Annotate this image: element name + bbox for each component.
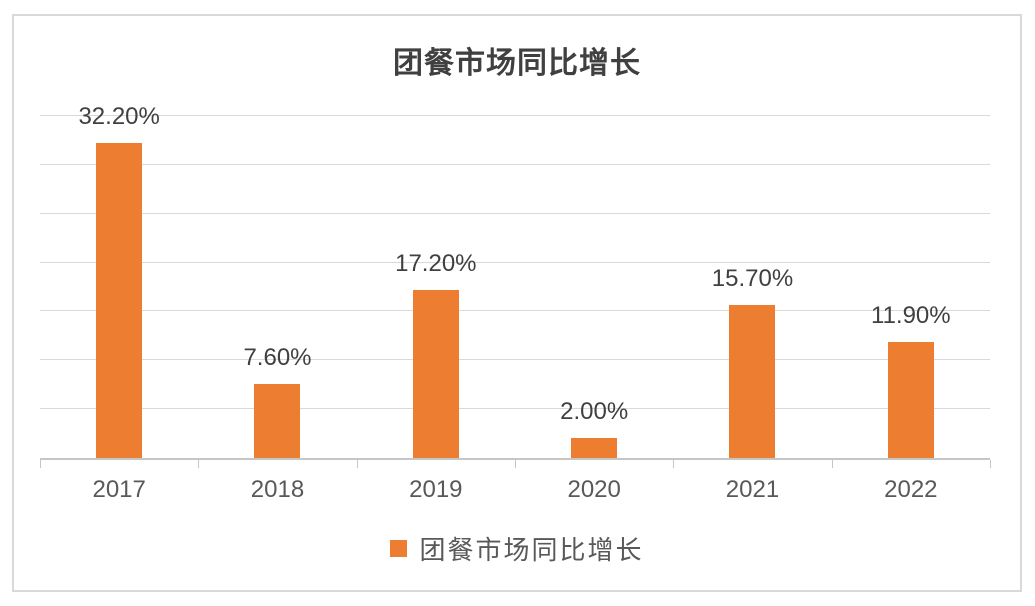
plot-area: 32.20% 7.60% 17.20% 2.00% 15.70% 11.90% (40, 103, 990, 458)
axis-tick-0 (40, 460, 41, 468)
value-label-2018: 7.60% (243, 343, 312, 371)
value-label-2017: 32.20% (78, 103, 160, 131)
chart-title: 团餐市场同比增长 (393, 47, 641, 80)
axis-tick-2 (356, 460, 358, 468)
gridline-25 (40, 212, 990, 214)
bar-2022 (887, 341, 934, 458)
bar-2019 (412, 289, 459, 458)
legend-label: 团餐市场同比增长 (419, 535, 644, 565)
bar-2021 (729, 304, 776, 458)
axis-tick-4 (673, 460, 675, 468)
bar-slot-2021: 15.70% (673, 116, 831, 458)
x-axis-label-2017: 2017 (92, 476, 146, 503)
gridline-20 (40, 261, 990, 263)
x-axis-label-2021: 2021 (725, 476, 780, 503)
bar-2018 (254, 383, 301, 458)
bar-2020 (571, 438, 618, 458)
value-label-2021: 15.70% (711, 264, 794, 292)
x-axis-label-2022: 2022 (884, 476, 938, 503)
bar-slot-2022: 11.90% (832, 116, 990, 458)
gridline-5 (40, 408, 990, 410)
legend: 团餐市场同比增长 (14, 530, 1020, 567)
x-axis-label-2019: 2019 (409, 476, 463, 503)
gridline-15 (40, 310, 990, 312)
value-label-2019: 17.20% (395, 249, 477, 277)
bar-slot-2020: 2.00% (515, 116, 673, 458)
value-label-2020: 2.00% (560, 398, 629, 426)
x-axis-label-2020: 2020 (567, 476, 621, 503)
gridline-10 (40, 359, 990, 361)
legend-marker-icon (390, 540, 408, 557)
gridline-30 (40, 163, 990, 165)
x-axis-label-2018: 2018 (250, 476, 305, 503)
axis-tick-6 (990, 460, 991, 468)
gridline-35 (40, 115, 990, 116)
bar-slot-2017: 32.20% (40, 103, 198, 458)
bar-2017 (96, 143, 143, 458)
x-axis-line (40, 458, 991, 468)
value-label-2022: 11.90% (871, 301, 951, 329)
axis-tick-5 (831, 460, 833, 468)
axis-tick-1 (198, 460, 200, 468)
bar-slot-2018: 7.60% (198, 116, 356, 458)
axis-tick-3 (515, 460, 516, 468)
bar-slot-2019: 17.20% (357, 116, 515, 458)
chart-frame: 团餐市场同比增长 32.20% 7.60% 17.20% 2.00% 15.70% 11.… (12, 14, 1022, 592)
x-axis-labels: 2017 2018 2019 2020 2021 2022 (40, 476, 990, 506)
